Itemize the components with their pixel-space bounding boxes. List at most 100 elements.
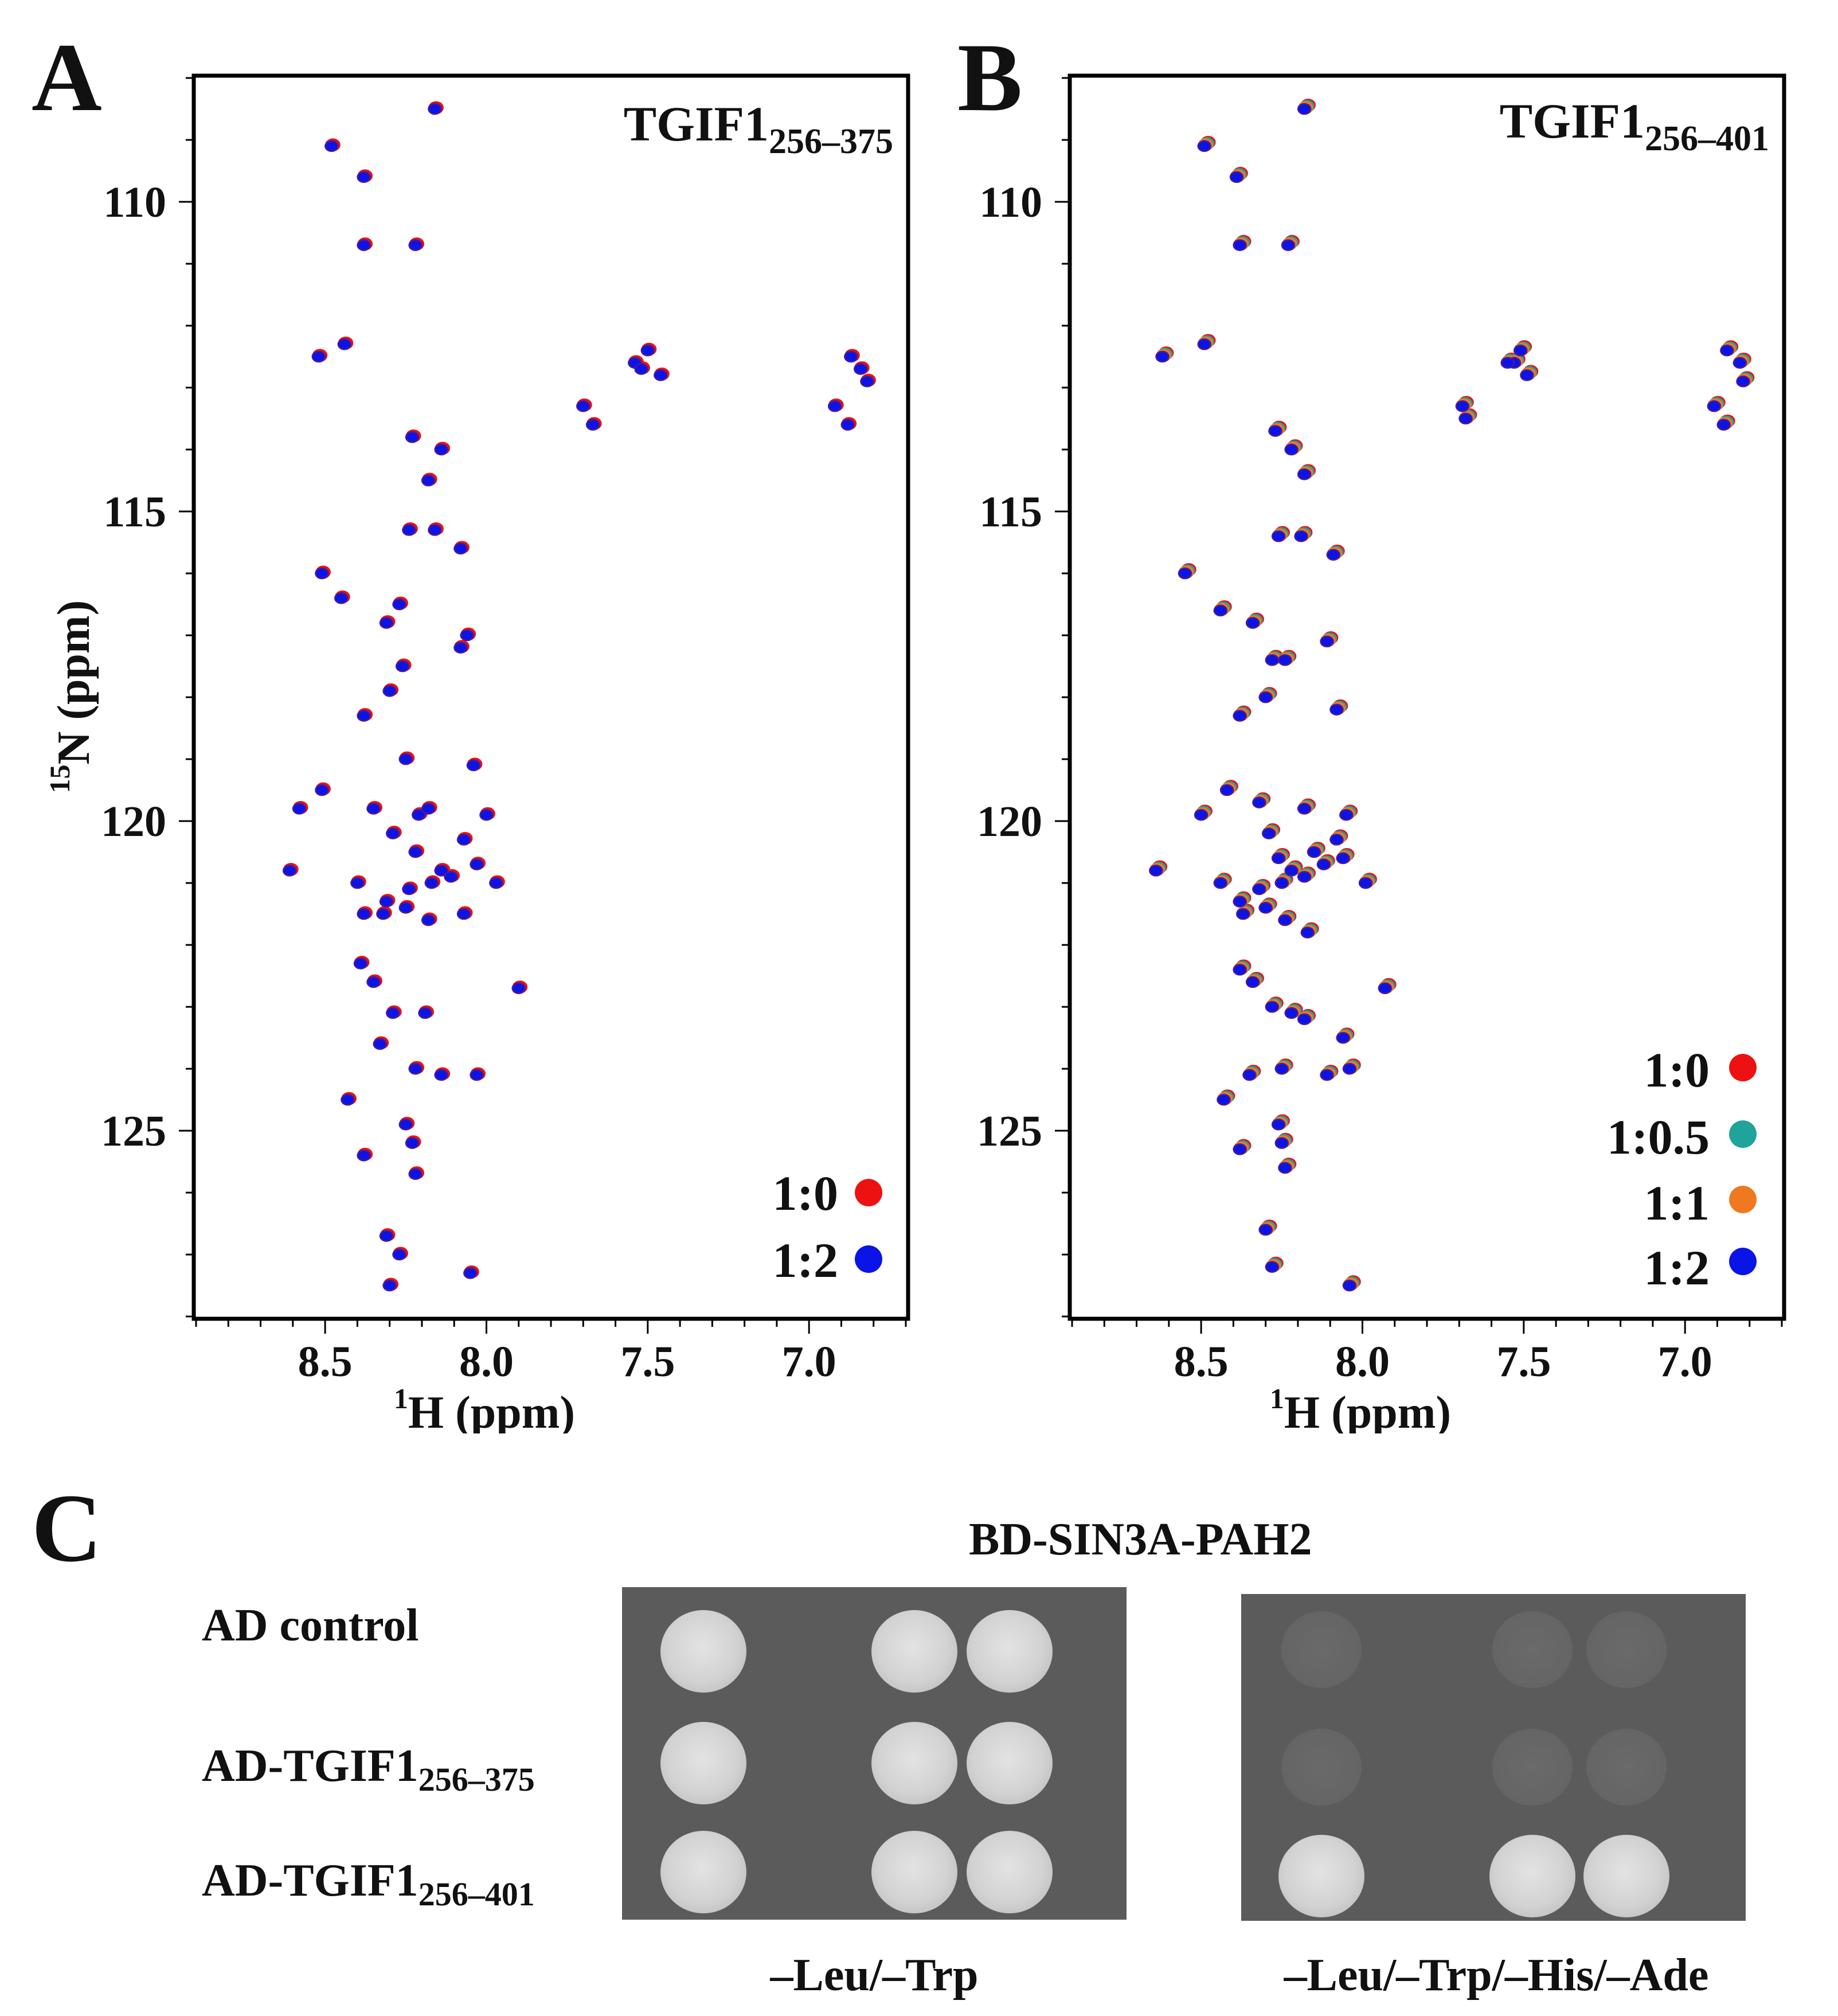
yeast-no-growth <box>1586 1611 1667 1688</box>
panel-letter-b: B <box>957 24 1023 131</box>
peak <box>576 400 590 412</box>
peak <box>1455 400 1470 412</box>
spectrum-a: 8.5 8.0 7.5 7.0 110 115 120 125 TGIF1256–375 1H… <box>44 73 910 1433</box>
peak <box>1265 1261 1280 1273</box>
x-axis-label-b: 1H (ppm) <box>1270 1382 1451 1433</box>
legend-swatch <box>1729 1120 1757 1148</box>
yeast-no-growth <box>1492 1729 1573 1806</box>
peak <box>1219 784 1234 796</box>
peak <box>424 877 439 889</box>
peak <box>1233 1143 1247 1155</box>
plate-label-leu-trp-his-ade: –Leu/–Trp/–His/–Ade <box>1284 1950 1709 2001</box>
peak <box>392 1248 406 1261</box>
peak <box>1245 617 1260 629</box>
legend-swatch <box>1729 1186 1757 1213</box>
y-tick-label: 115 <box>979 488 1042 536</box>
peak <box>412 808 426 821</box>
peak <box>324 140 339 153</box>
peak <box>1329 704 1344 716</box>
peak <box>456 908 471 920</box>
peak <box>1281 239 1296 251</box>
peak <box>379 617 394 629</box>
peak <box>654 369 668 381</box>
peak <box>392 598 406 611</box>
peak <box>386 1007 400 1019</box>
peak <box>366 976 381 989</box>
peak <box>1339 808 1354 821</box>
peak <box>421 803 436 815</box>
peak <box>434 865 448 877</box>
peak <box>357 710 371 722</box>
peak <box>1178 567 1192 580</box>
yeast-colony <box>1489 1835 1575 1917</box>
peak <box>434 443 448 456</box>
peak <box>1229 171 1244 183</box>
peak <box>418 1007 432 1019</box>
peak <box>408 846 423 858</box>
peak <box>1284 1007 1299 1019</box>
peak <box>1217 1093 1231 1106</box>
peak <box>634 363 648 375</box>
y-tick-label: 120 <box>977 798 1042 846</box>
peak <box>1336 1032 1350 1044</box>
yeast-colony <box>967 1722 1053 1804</box>
y-tick-label: 120 <box>101 798 166 846</box>
peak <box>1213 604 1228 617</box>
peak <box>1274 877 1289 889</box>
peak <box>1262 827 1276 839</box>
legend-swatch <box>855 1245 882 1273</box>
yeast-no-growth <box>1281 1611 1362 1688</box>
peak <box>1149 865 1163 877</box>
peak <box>1720 344 1734 357</box>
peak <box>1233 963 1247 976</box>
peak <box>376 908 390 920</box>
peak <box>1252 883 1266 896</box>
bait-header: BD-SIN3A-PAH2 <box>969 1514 1312 1565</box>
peak <box>402 524 416 536</box>
peak <box>1342 1279 1357 1292</box>
peak <box>1326 549 1341 561</box>
peak <box>421 914 436 927</box>
row-label-tgif1-401: AD-TGIF1256–401 <box>202 1855 535 1913</box>
peak <box>1513 344 1528 357</box>
legend-swatch <box>855 1179 882 1206</box>
yeast-colony <box>1583 1835 1669 1917</box>
plot-frame-a <box>191 73 910 1321</box>
peak <box>453 542 468 555</box>
peak <box>334 592 349 604</box>
peak <box>1278 914 1292 927</box>
peak <box>337 338 352 350</box>
peak <box>408 1062 423 1075</box>
peak <box>1233 239 1247 251</box>
yeast-colony <box>967 1610 1053 1693</box>
x-tick-label: 7.5 <box>620 1338 675 1386</box>
peak <box>1258 691 1273 704</box>
peak <box>282 865 297 877</box>
legend-label: 1:1 <box>1644 1175 1710 1230</box>
row-label-main: AD-TGIF1 <box>202 1855 419 1906</box>
peak <box>379 896 394 908</box>
peak <box>470 1069 484 1081</box>
spectrum-title-b: TGIF1256–401 <box>1500 93 1769 158</box>
yeast-colony <box>967 1831 1053 1913</box>
peak <box>1733 357 1747 369</box>
peak <box>1307 846 1321 858</box>
legend-label: 1:0 <box>772 1166 838 1221</box>
peak <box>860 375 874 388</box>
peak <box>357 1149 371 1162</box>
peak <box>1271 852 1286 865</box>
panel-letter-c: C <box>32 1474 102 1582</box>
peak <box>395 660 410 673</box>
peak <box>1297 1013 1312 1025</box>
yeast-colony <box>660 1722 746 1804</box>
legend-a: 1:0 1:2 <box>772 1166 882 1288</box>
peak <box>444 870 458 883</box>
peak <box>463 1267 478 1279</box>
peak <box>1358 877 1373 889</box>
peak <box>428 103 442 115</box>
peak <box>460 629 474 642</box>
yeast-no-growth <box>1492 1611 1573 1688</box>
peak <box>1274 1137 1289 1149</box>
yeast-colony <box>871 1831 957 1913</box>
peak <box>292 803 307 815</box>
